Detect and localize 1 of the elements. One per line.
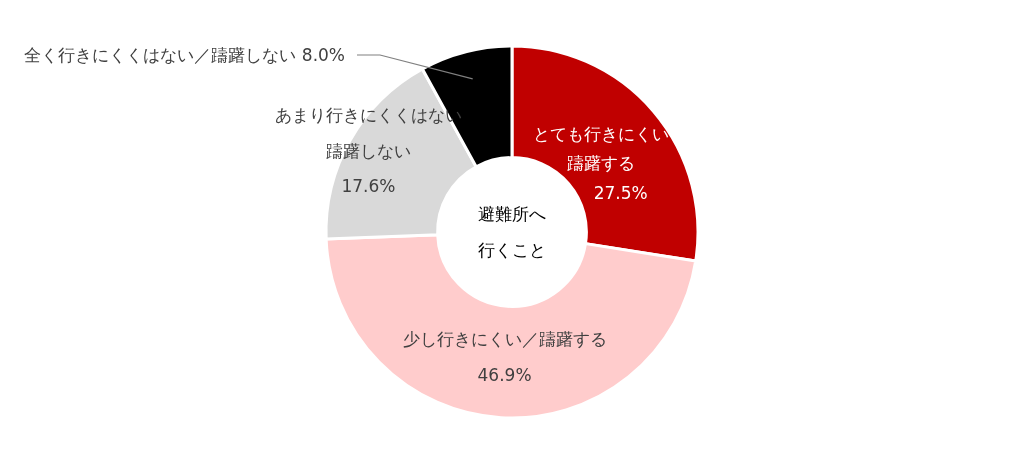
title: 避難所へ行くこと [478, 204, 546, 260]
